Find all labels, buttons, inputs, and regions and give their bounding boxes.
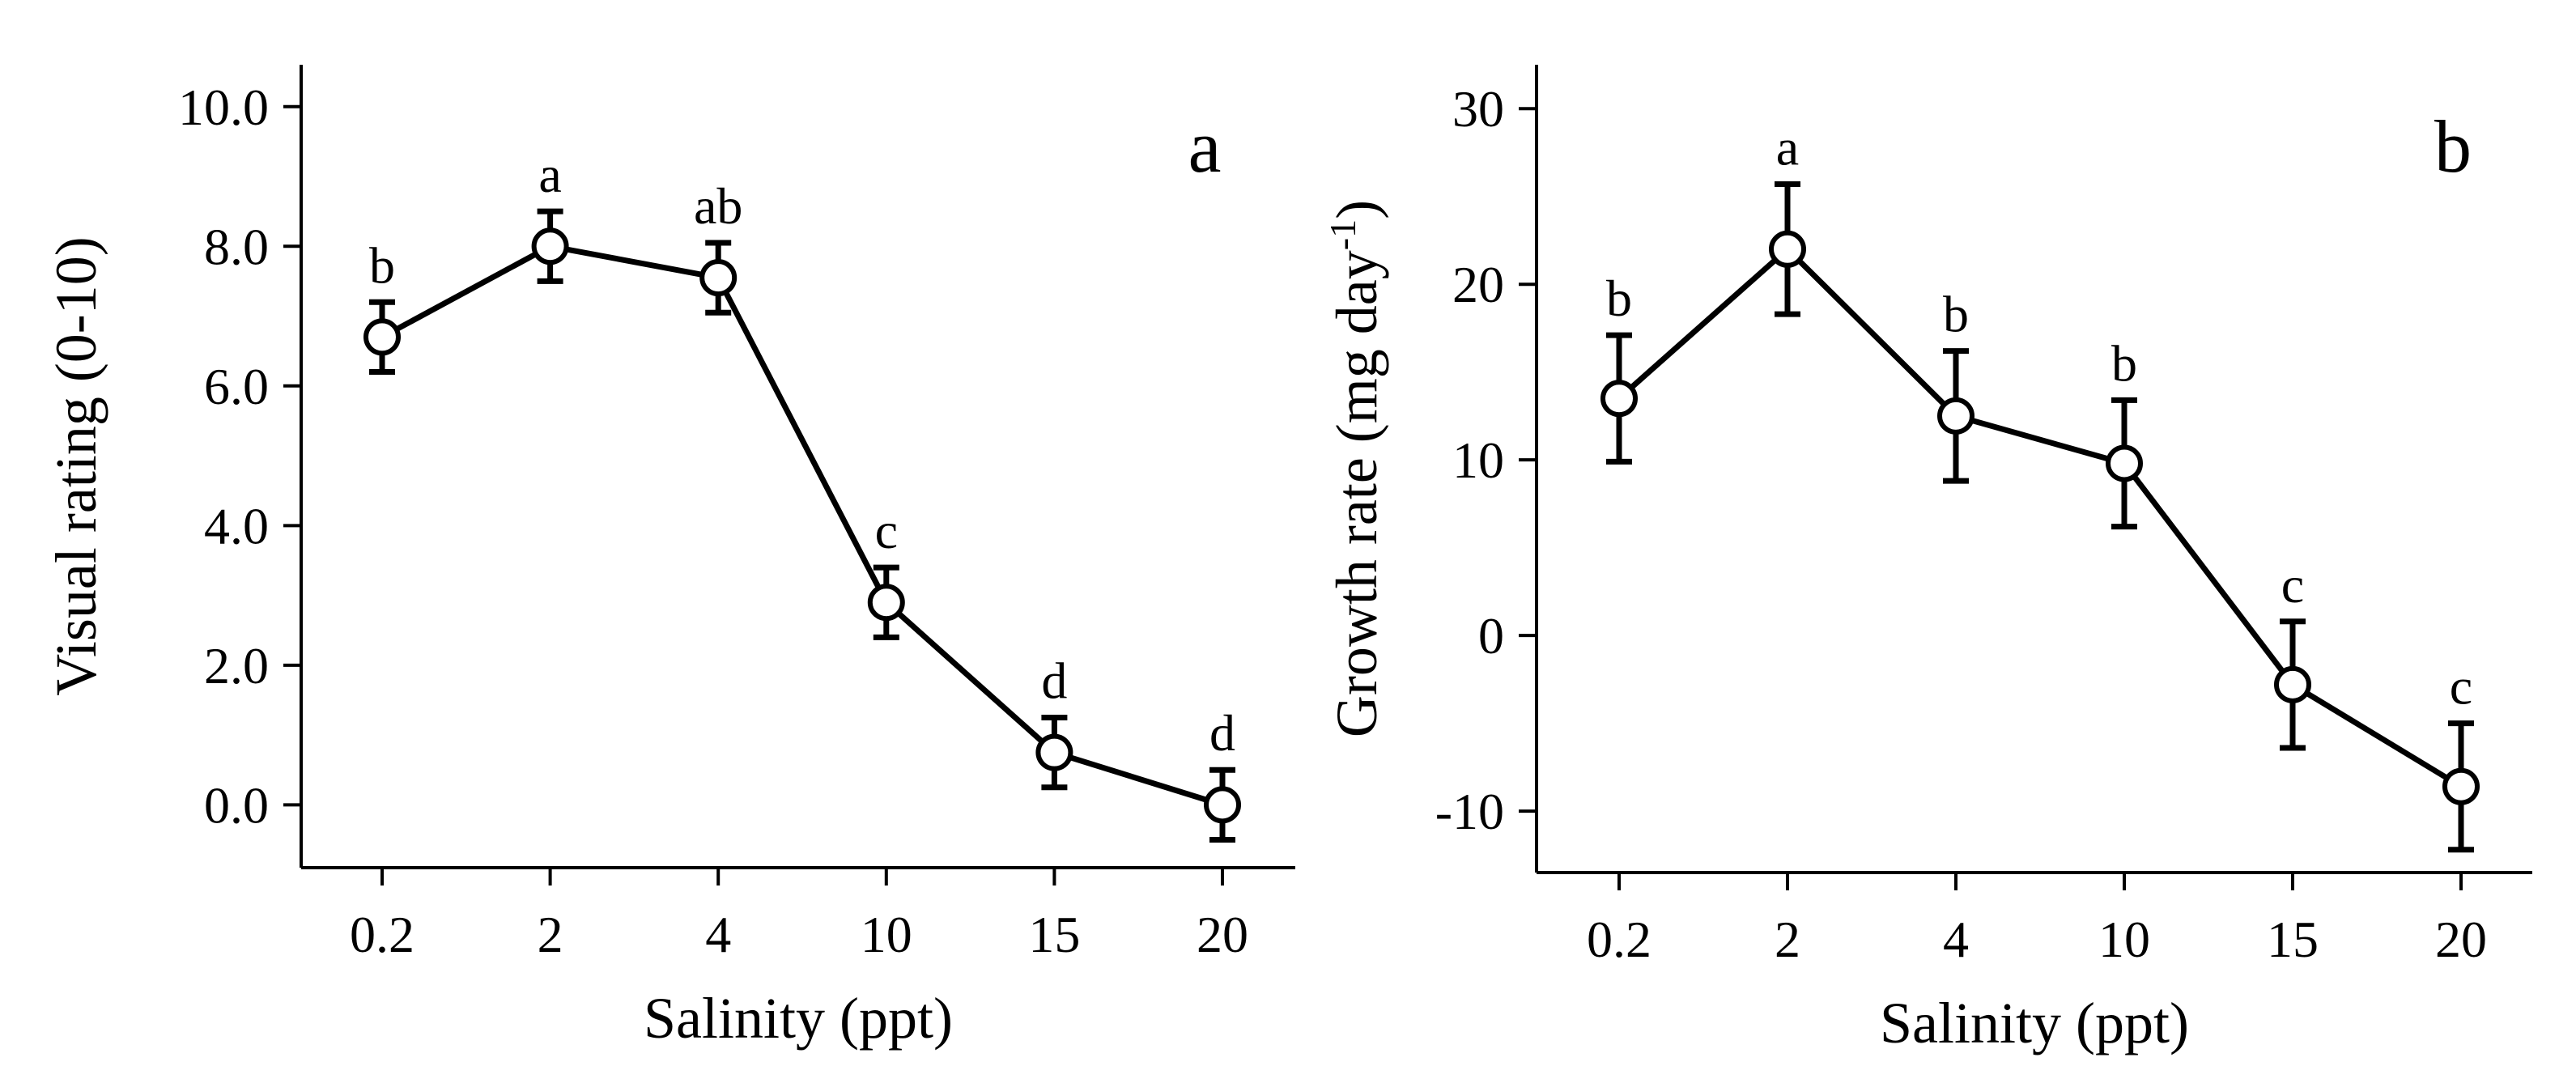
chart-a-data-point	[531, 227, 569, 265]
chart-a-data-point	[699, 259, 738, 297]
chart-b-data-point	[2274, 665, 2311, 703]
chart-b-x-axis-label: Salinity (ppt)	[1880, 991, 2189, 1055]
chart-a-y-axis-label: Visual rating (0-10)	[44, 236, 108, 696]
chart-b-data-point	[2106, 444, 2143, 482]
chart-b-significance-letter: c	[2281, 556, 2304, 614]
chart-b-significance-letter: a	[1776, 119, 1799, 176]
chart-b-y-tick-label: -10	[1435, 783, 1504, 840]
chart-a-x-tick-label: 2	[538, 906, 563, 963]
chart-a-significance-letter: d	[1041, 652, 1067, 710]
chart-a-significance-letter: a	[538, 146, 561, 203]
chart-a-x-tick-label: 10	[861, 906, 912, 963]
chart-b-data-point	[1769, 230, 1806, 268]
chart-a-series-line	[380, 243, 1224, 808]
chart-a-significance-letter: ab	[694, 177, 742, 235]
chart-a: 0.0 2.0 4.0 6.0 8.0 10.0 0.2 2 4 10 15 20 Salinity (…	[44, 65, 1295, 1051]
chart-b-x-tick-label: 2	[1775, 911, 1800, 968]
chart-b-y-axis-label: Growth rate (mg day-1)	[1322, 200, 1389, 737]
chart-a-y-tick-label: 4.0	[204, 497, 269, 554]
chart-b-y-axis-label-close: )	[1324, 200, 1389, 219]
chart-b-x-tick-label: 4	[1943, 911, 1969, 968]
chart-a-y-tick-label: 0.0	[204, 776, 269, 834]
chart-a-data-point	[867, 584, 905, 622]
chart-b-y-axis-label-sup: -1	[1322, 219, 1363, 250]
chart-a-data-point	[1204, 786, 1241, 824]
chart-a-x-tick-label: 15	[1028, 906, 1080, 963]
chart-b-y-tick-label: 0	[1478, 607, 1504, 665]
chart-a-y-tick-label: 2.0	[204, 637, 269, 694]
chart-b-y-tick-label: 20	[1452, 256, 1504, 313]
chart-b-data-point	[1600, 380, 1638, 418]
chart-a-significance-letter: d	[1209, 704, 1235, 762]
chart-a-x-tick-label: 0.2	[350, 906, 414, 963]
chart-a-significance-letter: b	[369, 236, 395, 294]
chart-b-significance-letter: b	[1606, 270, 1632, 327]
chart-a-y-tick-label: 10.0	[178, 79, 269, 136]
chart-b-significance-letter: b	[2111, 334, 2137, 392]
chart-a-x-axis-label: Salinity (ppt)	[644, 986, 953, 1051]
chart-a-x-tick-label: 4	[705, 906, 731, 963]
chart-b-x-tick-label: 0.2	[1587, 911, 1651, 968]
chart-b-significance-letter: b	[1943, 286, 1969, 343]
chart-b-y-tick-label: 30	[1452, 80, 1504, 138]
chart-a-significance-letter: c	[875, 502, 898, 559]
chart-b-x-tick-label: 10	[2098, 911, 2150, 968]
chart-a-data-point	[363, 318, 401, 356]
chart-b-y-axis-label-main: Growth rate (mg day	[1324, 250, 1389, 737]
chart-b-x-tick-label: 15	[2267, 911, 2319, 968]
chart-b-significance-letter: c	[2450, 658, 2472, 716]
chart-b-y-tick-label: 10	[1452, 431, 1504, 489]
chart-b-x-tick-label: 20	[2435, 911, 2487, 968]
chart-b-series-line	[1617, 246, 2463, 789]
chart-b-panel-label: b	[2434, 105, 2472, 188]
chart-a-panel-label: a	[1188, 105, 1222, 188]
chart-a-y-tick-label: 8.0	[204, 218, 269, 275]
chart-a-y-tick-label: 6.0	[204, 358, 269, 415]
chart-a-data-point	[1035, 733, 1073, 771]
chart-b: -10 0 10 20 30 0.2 2 4 10 15 20 Salinity (ppt) Growt…	[1322, 65, 2532, 1055]
chart-b-data-point	[2442, 767, 2480, 805]
chart-b-data-point	[1937, 397, 1975, 435]
chart-a-x-tick-label: 20	[1197, 906, 1248, 963]
